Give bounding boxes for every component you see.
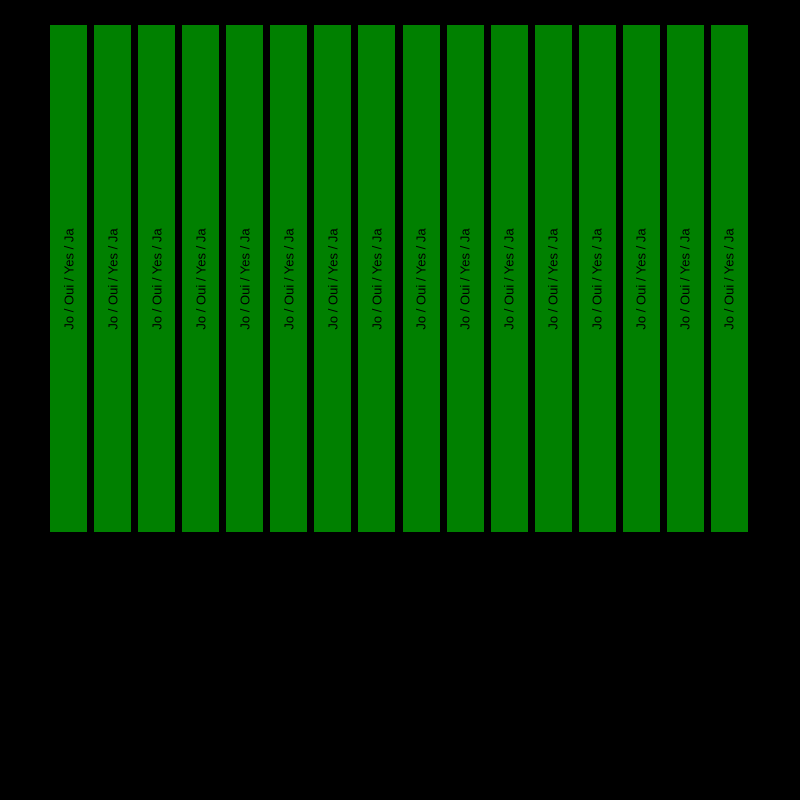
bar-label: Jo / Oui / Yes / Ja xyxy=(237,227,253,330)
bar: Jo / Oui / Yes / Ja xyxy=(138,25,176,532)
bar: Jo / Oui / Yes / Ja xyxy=(666,25,704,532)
bar-label: Jo / Oui / Yes / Ja xyxy=(61,227,76,330)
bar-label: Jo / Oui / Yes / Ja xyxy=(281,227,297,330)
bar: Jo / Oui / Yes / Ja xyxy=(226,25,264,532)
bar-label: Jo / Oui / Yes / Ja xyxy=(721,227,737,330)
bar: Jo / Oui / Yes / Ja xyxy=(578,25,616,532)
bar: Jo / Oui / Yes / Ja xyxy=(446,25,484,532)
bar-label: Jo / Oui / Yes / Ja xyxy=(413,227,429,330)
plot-area: Jo / Oui / Yes / Ja Jo / Oui / Yes / Ja … xyxy=(50,25,748,532)
bar: Jo / Oui / Yes / Ja xyxy=(534,25,572,532)
bar: Jo / Oui / Yes / Ja xyxy=(358,25,396,532)
bar: Jo / Oui / Yes / Ja xyxy=(402,25,440,532)
bar-label: Jo / Oui / Yes / Ja xyxy=(325,227,341,330)
bar-label: Jo / Oui / Yes / Ja xyxy=(501,227,517,330)
bar-label: Jo / Oui / Yes / Ja xyxy=(149,227,165,330)
bar-label: Jo / Oui / Yes / Ja xyxy=(589,227,605,330)
bar: Jo / Oui / Yes / Ja xyxy=(94,25,132,532)
bar-label: Jo / Oui / Yes / Ja xyxy=(545,227,561,330)
bar-label: Jo / Oui / Yes / Ja xyxy=(105,227,121,330)
bar: Jo / Oui / Yes / Ja xyxy=(622,25,660,532)
bar: Jo / Oui / Yes / Ja xyxy=(314,25,352,532)
bar-label: Jo / Oui / Yes / Ja xyxy=(633,227,649,330)
bar: Jo / Oui / Yes / Ja xyxy=(270,25,308,532)
bar: Jo / Oui / Yes / Ja xyxy=(182,25,220,532)
bar: Jo / Oui / Yes / Ja xyxy=(50,25,87,532)
bar: Jo / Oui / Yes / Ja xyxy=(490,25,528,532)
bar-label: Jo / Oui / Yes / Ja xyxy=(677,227,693,330)
bar-label: Jo / Oui / Yes / Ja xyxy=(193,227,209,330)
bar: Jo / Oui / Yes / Ja xyxy=(710,25,748,532)
bar-label: Jo / Oui / Yes / Ja xyxy=(457,227,473,330)
bar-label: Jo / Oui / Yes / Ja xyxy=(369,227,385,330)
